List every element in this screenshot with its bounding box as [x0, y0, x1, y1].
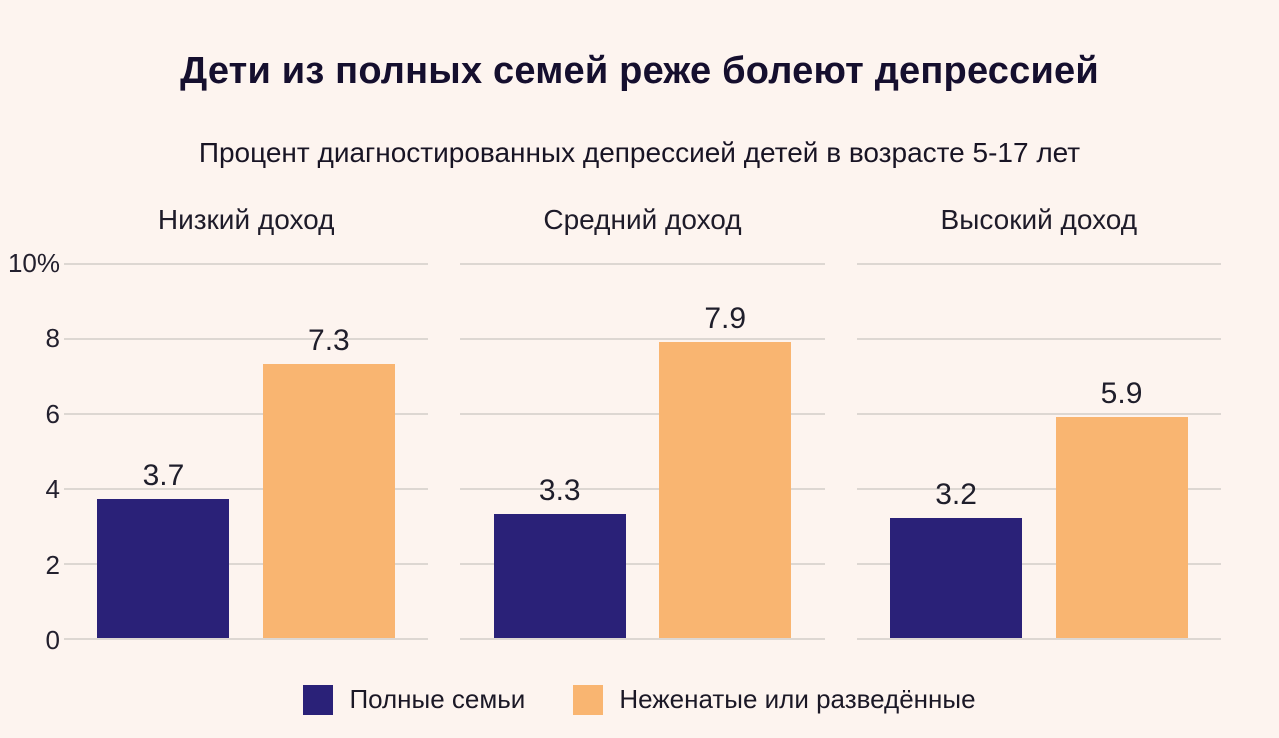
y-tick-label: 10%: [7, 248, 60, 278]
bar-chart: 10% 8 6 4 2 0 Низкий доход 3.7 7.3: [0, 201, 1279, 655]
y-tick-label: 0: [45, 625, 60, 655]
bar-group: 7.3: [262, 263, 395, 638]
bar-group: 3.3: [493, 263, 626, 638]
bar-value-label: 7.3: [308, 324, 350, 358]
bar-value-label: 3.7: [142, 459, 185, 493]
legend-swatch-orange: [573, 684, 604, 715]
panel-high-income: Высокий доход 3.2 5.9: [856, 201, 1221, 640]
legend: Полные семьи Неженатые или разведённые: [0, 684, 1279, 715]
legend-item-single-divorced: Неженатые или разведённые: [573, 684, 976, 715]
plot-area: 3.3 7.9: [460, 263, 825, 640]
panel-title: Низкий доход: [157, 204, 335, 235]
bar-complete-families: [97, 499, 230, 638]
panel-title: Высокий доход: [940, 204, 1138, 235]
chart-panels: Низкий доход 3.7 7.3 Средний доход: [64, 201, 1221, 640]
chart-subtitle: Процент диагностированных депрессией дет…: [198, 137, 1081, 168]
panel-low-income: Низкий доход 3.7 7.3: [64, 201, 429, 640]
bar-group: 5.9: [1055, 263, 1188, 638]
plot-area: 3.7 7.3: [64, 263, 429, 640]
y-tick-label: 2: [45, 549, 60, 580]
bar-group: 7.9: [659, 263, 792, 638]
bar-complete-families: [890, 518, 1023, 638]
bar-value-label: 5.9: [1100, 376, 1143, 410]
bar-group: 3.2: [890, 263, 1023, 638]
bar-single-divorced: [262, 364, 395, 638]
bar-single-divorced: [1055, 416, 1188, 638]
y-tick-label: 4: [45, 474, 60, 505]
legend-item-complete-families: Полные семьи: [303, 684, 525, 715]
y-tick-label: 6: [45, 398, 60, 429]
bar-single-divorced: [659, 341, 792, 638]
y-axis: 10% 8 6 4 2 0: [6, 248, 64, 655]
bar-group: 3.7: [97, 263, 230, 638]
y-tick-label: 8: [45, 323, 60, 354]
legend-swatch-navy: [303, 684, 334, 715]
panel-title: Средний доход: [543, 204, 742, 235]
legend-label: Полные семьи: [349, 684, 526, 714]
chart-title: Дети из полных семей реже болеют депресс…: [180, 50, 1099, 92]
bar-complete-families: [493, 514, 626, 638]
bar-value-label: 3.3: [538, 474, 581, 508]
legend-label: Неженатые или разведённые: [619, 684, 976, 714]
bar-value-label: 3.2: [935, 478, 977, 511]
panel-middle-income: Средний доход 3.3 7.9: [460, 201, 825, 640]
plot-area: 3.2 5.9: [856, 263, 1221, 640]
bar-value-label: 7.9: [704, 301, 747, 335]
